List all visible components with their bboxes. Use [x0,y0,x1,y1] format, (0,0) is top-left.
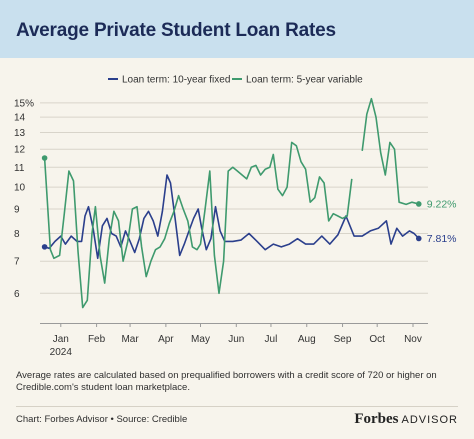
x-tick-label: Feb [88,334,106,345]
x-tick-label: Jun [228,334,244,345]
line-chart: 6 7 8 9 10 11 12 13 14 15% Jan 2024 Feb Mar Apr May Jun J… [14,75,457,359]
series-line [43,141,353,309]
legend-label: Loan term: 5-year variable [246,75,363,86]
x-tick-label: Oct [369,334,385,345]
y-tick-label: 7 [14,257,20,268]
footnote: Average rates are calculated based on pr… [16,370,437,393]
x-tick-sublabel: 2024 [50,347,73,358]
y-tick-label: 6 [14,289,20,300]
x-tick-label: Aug [298,334,316,345]
series-end-label: 7.81% [427,233,457,245]
forbes-advisor-logo: Forbes ADVISOR [354,410,458,428]
y-tick-label: 15% [14,98,34,109]
x-tick-label: Nov [404,334,422,345]
series-start-dot [41,244,48,250]
footer-divider [16,406,458,407]
series-line [361,97,419,206]
y-tick-label: 11 [14,163,25,174]
chart-title: Average Private Student Loan Rates [16,20,336,41]
logo-brand: Forbes [354,411,399,427]
x-tick-label: Jan [53,334,69,345]
source-credit: Chart: Forbes Advisor • Source: Credible [16,414,188,425]
x-tick-label: Sep [334,334,352,345]
x-tick-label: Jul [265,334,278,345]
x-tick-label: Apr [158,334,174,345]
y-tick-label: 8 [14,229,20,240]
y-tick-label: 13 [14,128,26,139]
y-tick-label: 12 [14,145,26,156]
series-end-dot [415,235,422,242]
y-tick-label: 10 [14,183,26,194]
y-tick-label: 9 [14,204,20,215]
logo-sub: ADVISOR [401,414,458,426]
series-line [44,174,420,260]
x-tick-label: May [191,334,210,345]
series-start-dot [41,155,48,161]
y-tick-label: 14 [14,113,26,124]
x-tick-label: Mar [121,334,139,345]
series-end-label: 9.22% [427,198,457,210]
legend-label: Loan term: 10-year fixed [122,75,230,86]
title-bar: Average Private Student Loan Rates [0,0,474,58]
series-end-dot [415,201,422,207]
